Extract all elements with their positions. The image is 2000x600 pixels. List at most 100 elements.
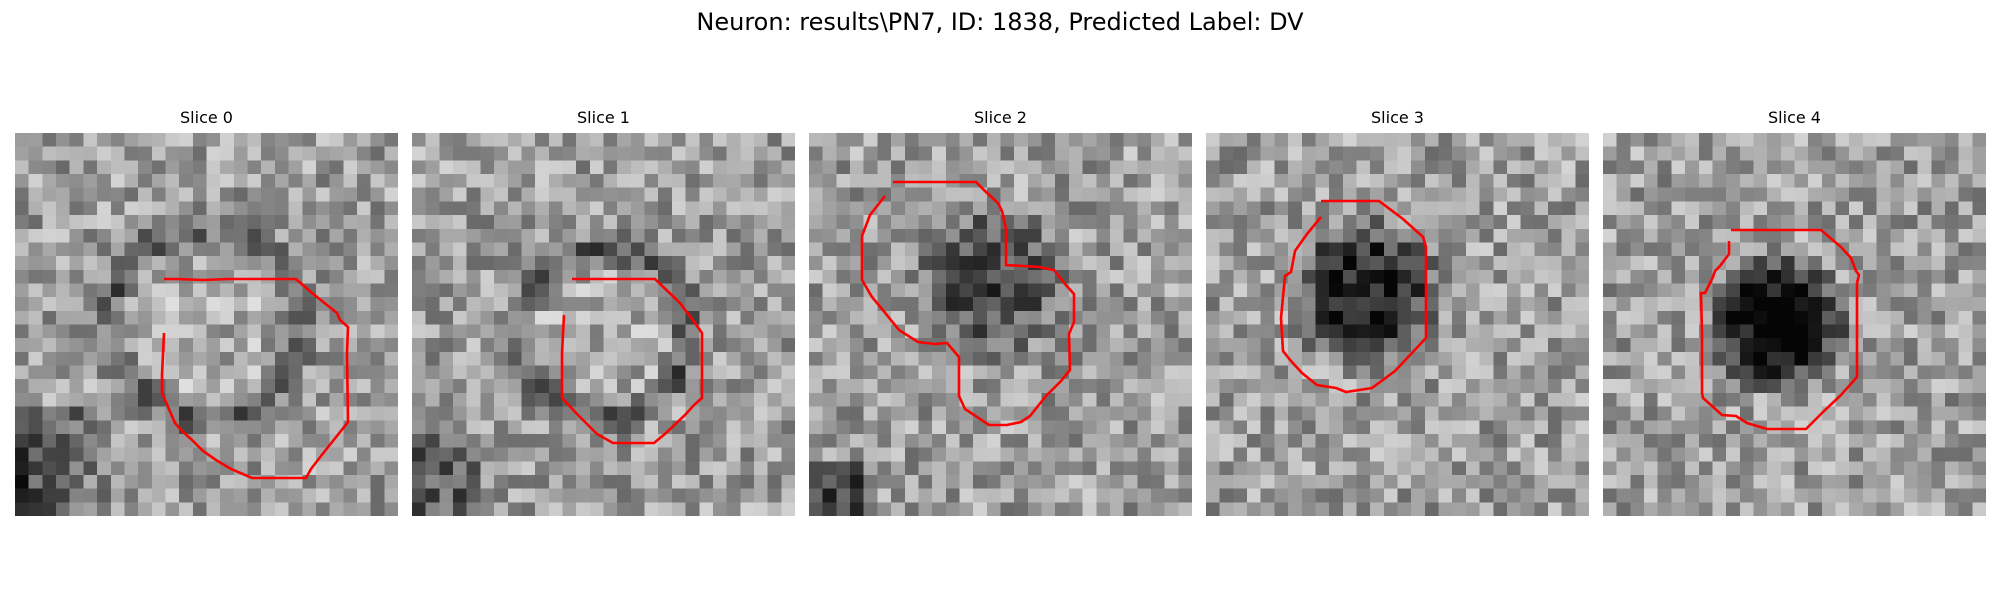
- pixel: [1096, 365, 1111, 380]
- pixel: [1534, 447, 1549, 462]
- pixel: [1397, 133, 1412, 148]
- pixel: [151, 283, 167, 298]
- pixel: [343, 269, 358, 285]
- pixel: [1301, 351, 1317, 367]
- pixel: [1698, 242, 1714, 257]
- pixel: [1479, 338, 1494, 353]
- pixel: [1534, 433, 1549, 449]
- pixel: [521, 365, 536, 380]
- pixel: [1219, 406, 1234, 421]
- pixel: [1206, 379, 1221, 394]
- pixel: [425, 365, 440, 380]
- pixel: [863, 297, 878, 312]
- pixel: [1055, 324, 1070, 339]
- pixel: [220, 324, 235, 339]
- pixel: [83, 474, 98, 490]
- pixel: [1288, 133, 1303, 148]
- pixel: [97, 228, 112, 244]
- pixel: [1726, 420, 1741, 435]
- pixel: [356, 447, 372, 462]
- pixel: [1644, 201, 1659, 216]
- pixel: [603, 461, 618, 476]
- pixel: [261, 351, 276, 367]
- pixel: [1014, 201, 1029, 216]
- pixel: [1520, 351, 1535, 367]
- pixel: [1849, 433, 1864, 449]
- pixel: [973, 488, 988, 503]
- slice-4-contour: [1699, 228, 1861, 431]
- pixel: [1123, 420, 1138, 435]
- pixel: [1397, 256, 1412, 271]
- pixel: [1206, 146, 1221, 161]
- pixel: [767, 365, 782, 380]
- pixel: [110, 146, 126, 161]
- pixel: [288, 461, 303, 476]
- pixel: [1657, 420, 1672, 435]
- pixel: [329, 379, 344, 394]
- pixel: [206, 283, 221, 298]
- pixel: [1356, 242, 1371, 257]
- pixel: [877, 379, 892, 394]
- pixel: [1671, 461, 1686, 476]
- pixel: [151, 215, 167, 230]
- pixel: [1055, 297, 1070, 312]
- pixel: [712, 365, 728, 380]
- pixel: [1575, 174, 1589, 189]
- pixel: [1383, 420, 1399, 435]
- pixel: [494, 269, 509, 285]
- pixel: [97, 201, 112, 216]
- pixel: [1068, 201, 1084, 216]
- pixel: [1972, 351, 1986, 367]
- pixel: [1931, 502, 1946, 516]
- pixel: [1780, 488, 1796, 503]
- pixel: [1685, 351, 1700, 367]
- pixel: [1739, 242, 1755, 257]
- pixel: [617, 433, 632, 449]
- pixel: [753, 174, 769, 189]
- pixel: [1739, 365, 1755, 380]
- pixel: [576, 324, 591, 339]
- pixel: [1644, 174, 1659, 189]
- pixel: [384, 201, 398, 216]
- pixel: [343, 310, 358, 326]
- pixel: [1739, 269, 1755, 285]
- pixel: [1000, 447, 1015, 462]
- pixel: [1014, 324, 1029, 339]
- pixel: [1109, 269, 1125, 285]
- pixel: [1931, 269, 1946, 285]
- pixel: [767, 283, 782, 298]
- pixel: [1534, 474, 1549, 490]
- pixel: [494, 433, 509, 449]
- pixel: [1644, 160, 1659, 175]
- pixel: [850, 351, 865, 367]
- pixel: [617, 228, 632, 244]
- pixel: [370, 133, 385, 148]
- pixel: [1972, 461, 1986, 476]
- pixel: [1931, 160, 1946, 175]
- pixel: [1397, 379, 1412, 394]
- pixel: [179, 324, 194, 339]
- pixel: [453, 297, 468, 312]
- pixel: [1616, 365, 1631, 380]
- pixel: [658, 160, 673, 175]
- pixel: [1671, 447, 1686, 462]
- pixel: [836, 160, 851, 175]
- pixel: [576, 160, 591, 175]
- pixel: [329, 256, 344, 271]
- pixel: [480, 215, 495, 230]
- pixel: [1288, 256, 1303, 271]
- pixel: [973, 502, 988, 516]
- pixel: [781, 324, 795, 339]
- pixel: [712, 406, 728, 421]
- pixel: [1958, 174, 1973, 189]
- pixel: [42, 160, 57, 175]
- pixel: [617, 502, 632, 516]
- pixel: [138, 461, 153, 476]
- pixel: [1274, 365, 1289, 380]
- pixel: [781, 297, 795, 312]
- pixel: [179, 201, 194, 216]
- pixel: [28, 297, 43, 312]
- pixel: [1849, 488, 1864, 503]
- pixel: [1315, 474, 1330, 490]
- pixel: [439, 488, 454, 503]
